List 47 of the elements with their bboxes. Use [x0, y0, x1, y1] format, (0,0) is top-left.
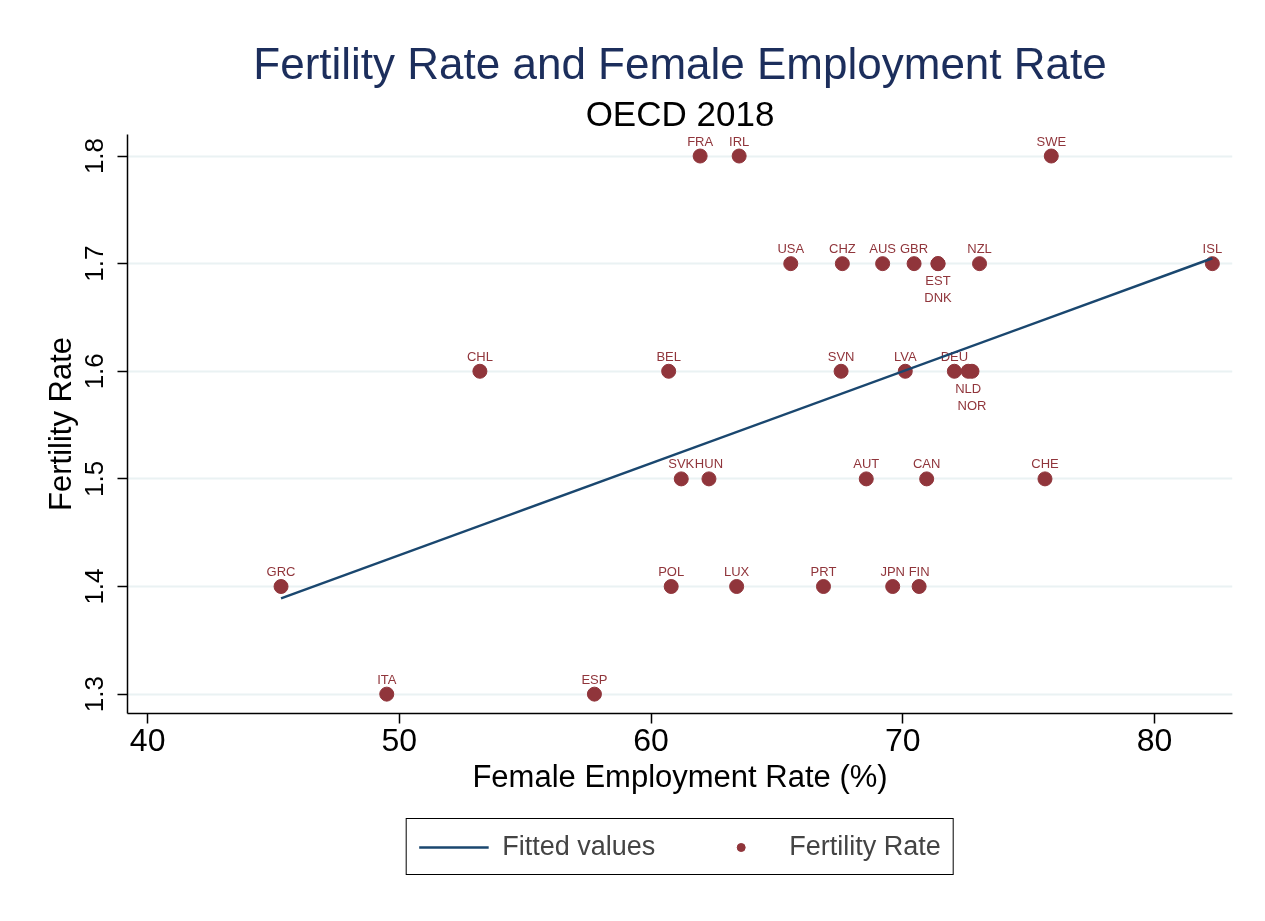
y-tick-label: 1.4: [79, 568, 110, 605]
y-tick-label: 1.7: [79, 245, 110, 282]
data-label: JPN: [880, 564, 905, 580]
x-tick-label: 60: [633, 721, 669, 758]
data-label: AUT: [853, 456, 880, 472]
data-label: DNK: [924, 290, 953, 306]
data-label: FIN: [908, 564, 930, 580]
data-label: NOR: [957, 397, 987, 413]
data-label: GRC: [266, 564, 296, 580]
y-axis-title: Fertility Rate: [42, 337, 78, 511]
data-label: LUX: [723, 564, 750, 580]
y-tick-label: 1.6: [79, 353, 110, 390]
data-label: NLD: [955, 380, 982, 396]
data-label: ISL: [1202, 241, 1223, 257]
legend-label: Fertility Rate: [789, 831, 941, 862]
x-tick-label: 70: [884, 721, 921, 758]
y-tick-label: 1.3: [79, 676, 110, 713]
data-label: POL: [658, 564, 685, 580]
chart-title: Fertility Rate and Female Employment Rate: [253, 38, 1107, 88]
x-tick-label: 50: [381, 721, 418, 758]
data-label: GBR: [900, 241, 929, 257]
data-label: CHZ: [828, 241, 856, 257]
data-label: SVN: [827, 348, 855, 364]
legend-label: Fitted values: [502, 831, 656, 862]
y-tick-label: 1.8: [79, 137, 110, 175]
data-label: CHE: [1031, 456, 1060, 472]
data-label: CAN: [912, 456, 941, 472]
data-label: EST: [925, 273, 951, 289]
x-axis-title: Female Employment Rate (%): [472, 758, 888, 794]
data-label: CHL: [466, 348, 493, 364]
x-tick-label: 40: [129, 721, 166, 758]
data-label: ESP: [581, 671, 608, 687]
y-tick-label: 1.5: [79, 460, 110, 497]
data-label: NZL: [967, 241, 992, 257]
data-label: SWE: [1036, 133, 1067, 149]
data-label: BEL: [656, 348, 681, 364]
data-label: PRT: [810, 564, 837, 580]
data-label: LVA: [893, 348, 917, 364]
data-label: HUN: [694, 456, 724, 472]
x-tick-label: 80: [1136, 721, 1173, 758]
data-label: FRA: [687, 133, 714, 149]
data-label: AUS: [869, 241, 897, 257]
data-label: SVK: [668, 456, 695, 472]
data-label: ITA: [377, 671, 397, 687]
data-label: USA: [777, 241, 805, 257]
chart-subtitle: OECD 2018: [585, 93, 775, 133]
data-label: IRL: [729, 133, 750, 149]
